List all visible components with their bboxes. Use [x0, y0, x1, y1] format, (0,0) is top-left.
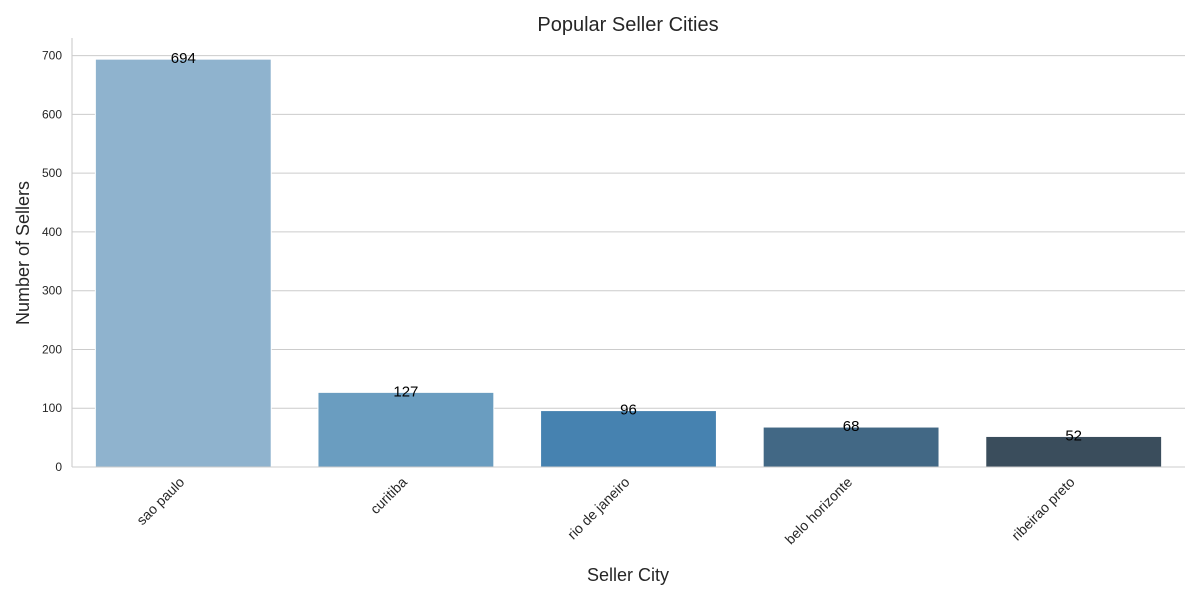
value-label: 127	[393, 383, 418, 400]
bar	[762, 426, 940, 468]
bars	[94, 58, 1163, 468]
axis-spines	[71, 38, 1185, 468]
value-labels: 694 127 96 68 52	[171, 50, 1082, 444]
x-axis-title: Seller City	[587, 565, 669, 585]
y-tick-label: 0	[55, 460, 62, 474]
bar	[317, 391, 495, 468]
x-tick-label: curitiba	[367, 474, 410, 517]
bar	[985, 435, 1163, 468]
bar	[540, 410, 717, 468]
bar	[94, 58, 272, 468]
y-tick-label: 700	[42, 49, 62, 63]
y-tick-labels: 0 100 200 300 400 500 600 700	[42, 49, 62, 474]
y-tick-label: 300	[42, 284, 62, 298]
y-tick-label: 400	[42, 225, 62, 239]
value-label: 68	[843, 418, 860, 435]
y-axis-title: Number of Sellers	[13, 181, 33, 325]
y-tick-label: 500	[42, 166, 62, 180]
value-label: 52	[1065, 427, 1082, 444]
value-label: 694	[171, 50, 196, 67]
x-tick-labels: sao paulo curitiba rio de janeiro belo hori…	[133, 474, 1078, 548]
x-tick-label: ribeirao preto	[1008, 474, 1078, 544]
x-tick-label: sao paulo	[133, 474, 187, 528]
y-tick-label: 200	[42, 342, 62, 356]
y-tick-label: 600	[42, 107, 62, 121]
value-label: 96	[620, 402, 637, 419]
x-tick-label: rio de janeiro	[564, 474, 633, 543]
chart-title: Popular Seller Cities	[537, 14, 718, 36]
y-tick-label: 100	[42, 401, 62, 415]
x-tick-label: belo horizonte	[782, 474, 856, 548]
